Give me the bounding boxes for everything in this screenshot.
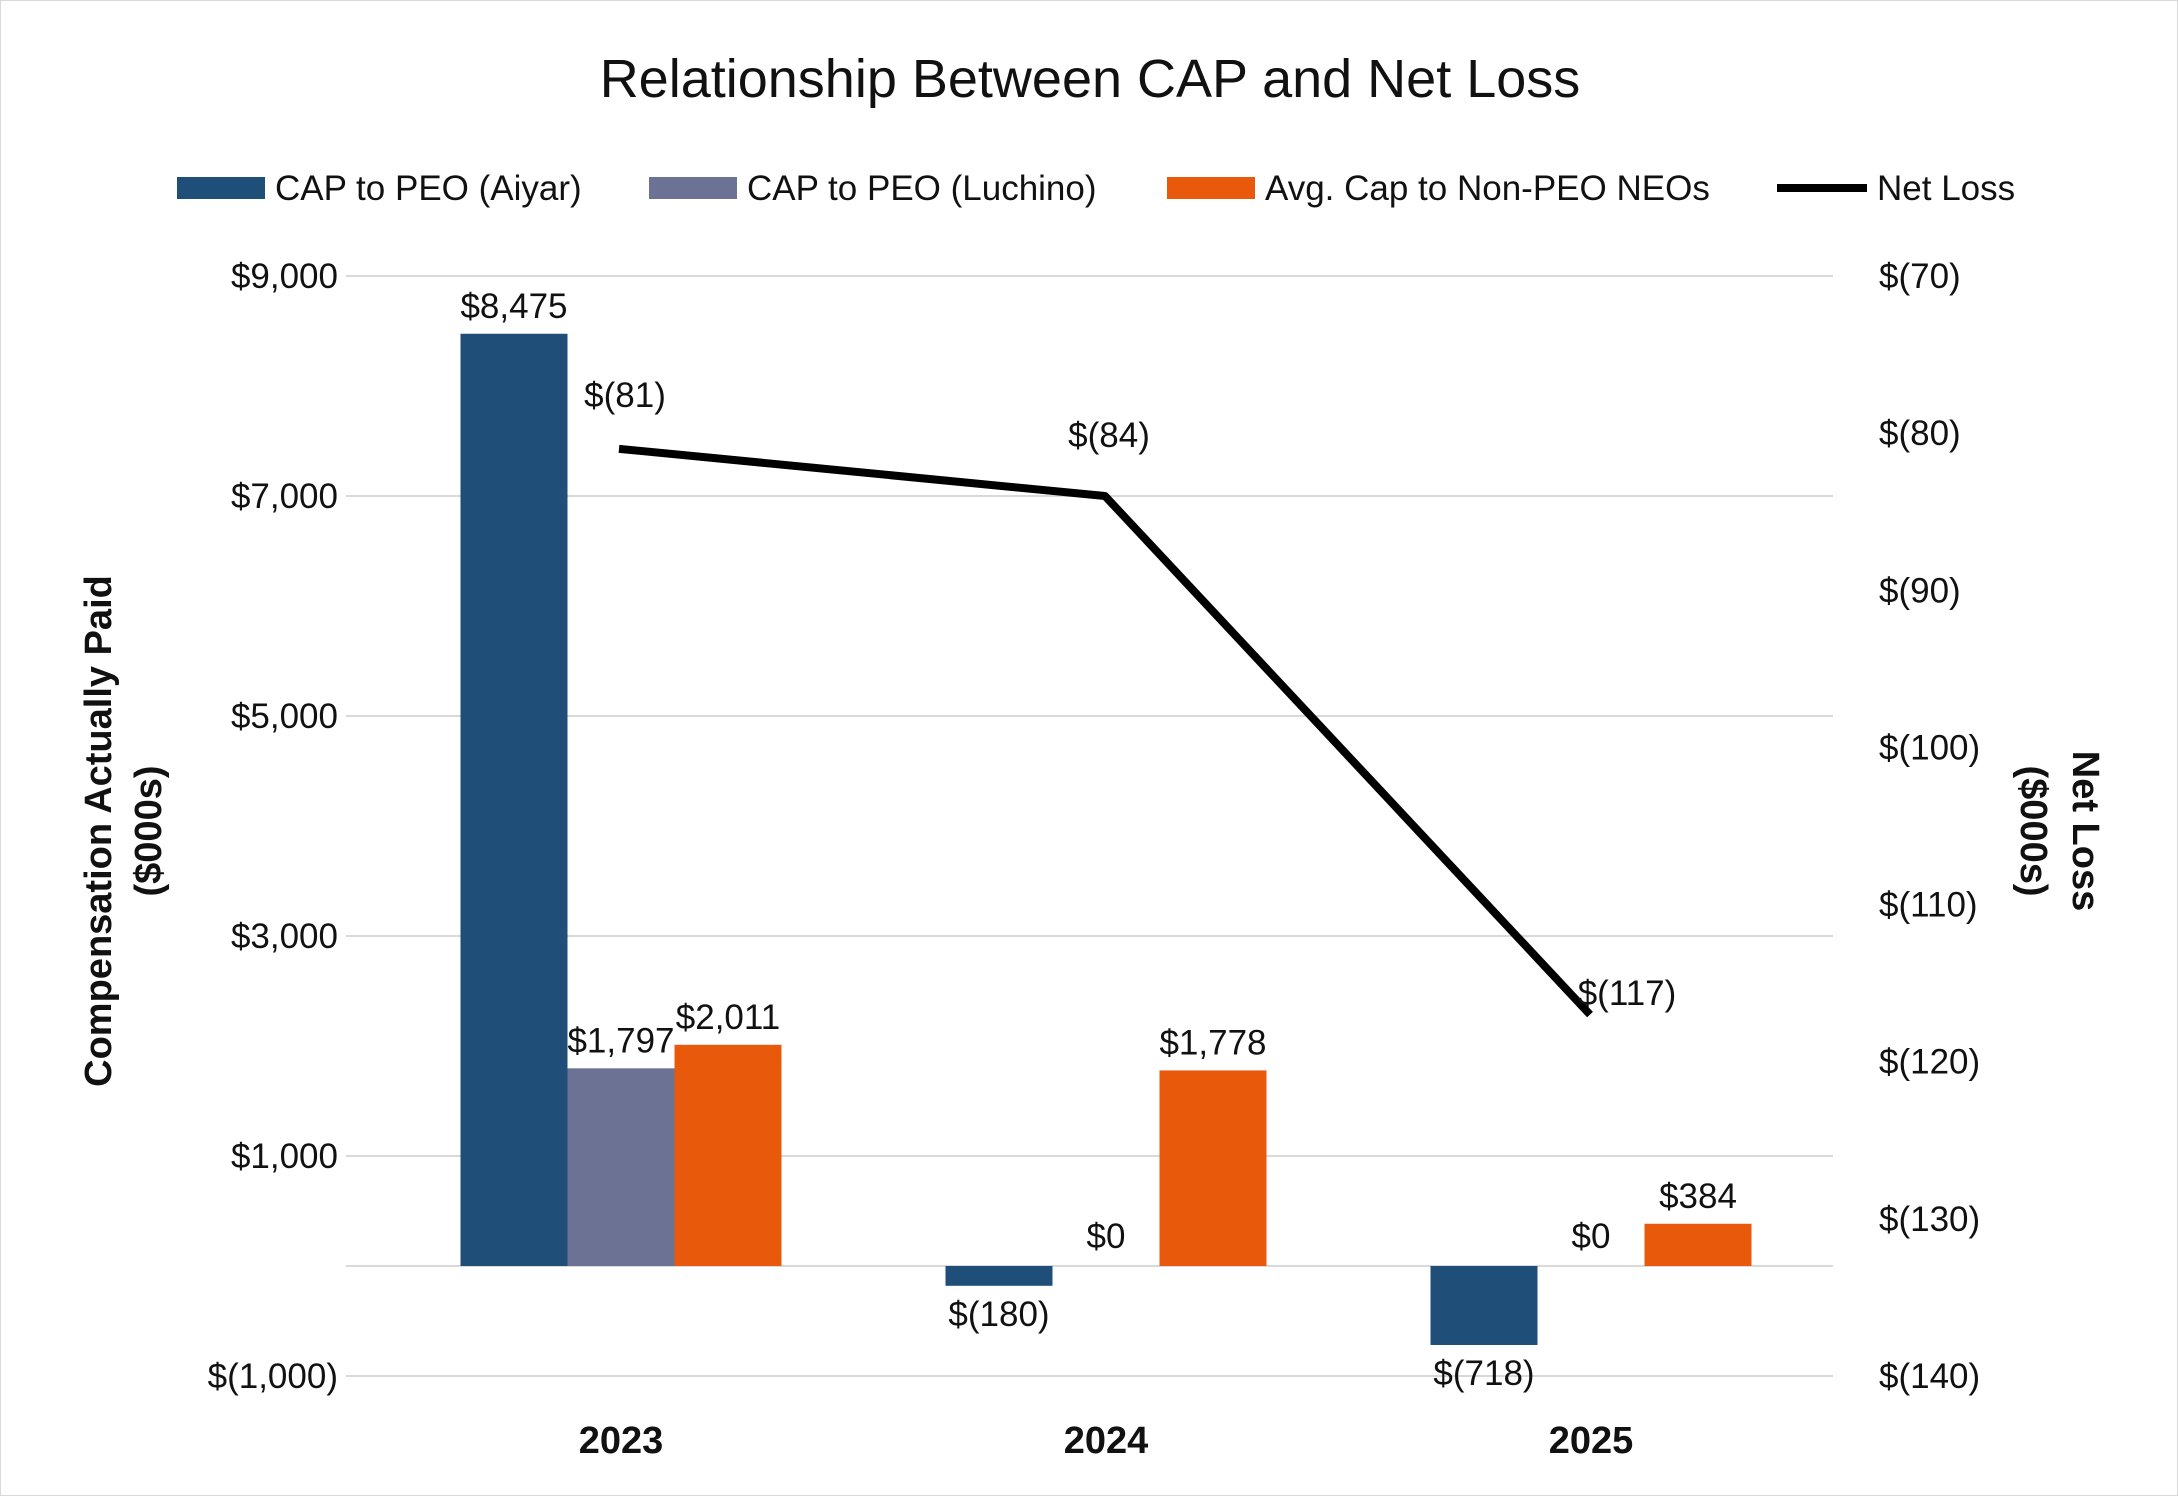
- left-tick-label: $5,000: [231, 697, 338, 736]
- legend-label: Net Loss: [1877, 169, 2015, 208]
- category-label: 2023: [579, 1420, 664, 1462]
- left-tick-label: $7,000: [231, 477, 338, 516]
- bar: [674, 1044, 782, 1266]
- data-labels: $8,475 $(180) $(718) $1,797 $0 $0 $2,011 $1,778…: [460, 287, 1736, 1393]
- line-data-label: $(84): [1068, 416, 1150, 455]
- left-axis-title-line2: ($000s): [128, 766, 170, 897]
- right-tick-label: $(140): [1879, 1357, 1980, 1396]
- right-tick-label: $(120): [1879, 1043, 1980, 1082]
- data-label: $384: [1659, 1177, 1737, 1216]
- left-axis-title-line1: Compensation Actually Paid: [78, 575, 120, 1087]
- net-loss-line-series: [618, 444, 1593, 1018]
- data-label: $0: [1572, 1217, 1611, 1256]
- right-axis-ticks: $(140) $(130) $(120) $(110) $(100) $(90) $(80)…: [1879, 257, 1980, 1396]
- category-label: 2025: [1549, 1420, 1634, 1462]
- legend-swatch: [1167, 177, 1255, 199]
- legend-label: Avg. Cap to Non-PEO NEOs: [1265, 169, 1710, 208]
- line-data-label: $(117): [1578, 974, 1677, 1013]
- bar: [567, 1068, 675, 1266]
- data-label: $(718): [1433, 1354, 1534, 1393]
- right-axis-title: Net Loss ($000s): [2012, 751, 2106, 911]
- bar: [1430, 1266, 1538, 1345]
- left-axis-title: Compensation Actually Paid ($000s): [78, 575, 170, 1087]
- category-axis-labels: 2023 2024 2025: [579, 1420, 1634, 1462]
- data-label: $(180): [948, 1295, 1049, 1334]
- bar: [945, 1266, 1053, 1286]
- data-label: $1,797: [567, 1021, 674, 1060]
- right-axis-title-line1: Net Loss: [2064, 751, 2106, 911]
- legend-label: CAP to PEO (Luchino): [747, 169, 1097, 208]
- net-loss-line: [618, 444, 1593, 1018]
- bar-series: [460, 333, 1752, 1345]
- right-tick-label: $(70): [1879, 257, 1961, 296]
- right-tick-label: $(130): [1879, 1200, 1980, 1239]
- right-tick-label: $(80): [1879, 414, 1961, 453]
- legend-swatch: [177, 177, 265, 199]
- left-tick-label: $1,000: [231, 1137, 338, 1176]
- bar: [1159, 1070, 1267, 1266]
- left-tick-label: $3,000: [231, 917, 338, 956]
- left-tick-label: $(1,000): [208, 1357, 338, 1396]
- bar: [460, 333, 568, 1266]
- category-label: 2024: [1064, 1420, 1149, 1462]
- legend: CAP to PEO (Aiyar) CAP to PEO (Luchino) Av…: [177, 169, 2015, 208]
- data-label: $1,778: [1159, 1023, 1266, 1062]
- right-tick-label: $(110): [1879, 886, 1978, 925]
- left-tick-label: $9,000: [231, 257, 338, 296]
- legend-swatch: [649, 177, 737, 199]
- right-tick-label: $(100): [1879, 728, 1980, 767]
- legend-label: CAP to PEO (Aiyar): [275, 169, 582, 208]
- line-data-label: $(81): [584, 376, 666, 415]
- data-label: $8,475: [460, 287, 567, 326]
- chart-title: Relationship Between CAP and Net Loss: [600, 49, 1581, 109]
- right-tick-label: $(90): [1879, 571, 1961, 610]
- left-axis-ticks: $(1,000) $1,000 $3,000 $5,000 $7,000 $9,000: [208, 257, 338, 1396]
- data-label: $0: [1087, 1217, 1126, 1256]
- data-label: $2,011: [676, 998, 780, 1037]
- bar: [1644, 1223, 1752, 1266]
- right-axis-title-line2: ($000s): [2012, 766, 2054, 897]
